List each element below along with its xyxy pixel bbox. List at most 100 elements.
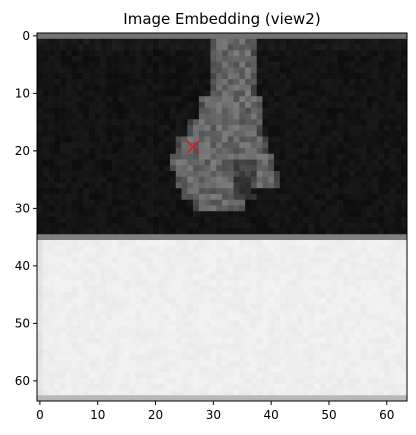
heatmap-cell bbox=[146, 56, 153, 63]
heatmap-cell bbox=[360, 280, 367, 287]
heatmap-cell bbox=[117, 291, 125, 298]
heatmap-cell bbox=[187, 159, 194, 166]
heatmap-cell bbox=[175, 56, 182, 63]
heatmap-cell bbox=[89, 286, 96, 293]
heatmap-cell bbox=[326, 309, 333, 316]
heatmap-cell bbox=[135, 142, 142, 149]
heatmap-cell bbox=[279, 257, 286, 264]
heatmap-cell bbox=[291, 211, 298, 218]
heatmap-cell bbox=[216, 107, 223, 114]
heatmap-cell bbox=[378, 268, 385, 275]
heatmap-cell bbox=[129, 389, 136, 396]
heatmap-cell bbox=[326, 366, 333, 373]
heatmap-cell bbox=[360, 297, 367, 304]
heatmap-cell bbox=[210, 245, 217, 252]
heatmap-cell bbox=[291, 125, 298, 132]
heatmap-cell bbox=[112, 33, 119, 40]
heatmap-cell bbox=[187, 90, 194, 97]
heatmap-cell bbox=[89, 188, 96, 195]
heatmap-cell bbox=[366, 378, 373, 385]
heatmap-cell bbox=[106, 372, 113, 379]
heatmap-cell bbox=[187, 349, 194, 356]
heatmap-cell bbox=[245, 343, 252, 350]
heatmap-cell bbox=[291, 268, 298, 275]
heatmap-cell bbox=[268, 102, 275, 109]
heatmap-cell bbox=[256, 205, 263, 212]
heatmap-cell bbox=[54, 79, 61, 86]
heatmap-cell bbox=[117, 130, 125, 137]
heatmap-cell bbox=[146, 50, 153, 57]
heatmap-cell bbox=[198, 148, 205, 155]
heatmap-cell bbox=[198, 326, 205, 333]
heatmap-cell bbox=[395, 383, 402, 390]
heatmap-cell bbox=[378, 153, 385, 160]
heatmap-cell bbox=[378, 297, 385, 304]
heatmap-cell bbox=[343, 383, 350, 390]
heatmap-cell bbox=[42, 119, 49, 126]
heatmap-cell bbox=[326, 188, 333, 195]
heatmap-cell bbox=[291, 113, 298, 120]
heatmap-cell bbox=[401, 297, 408, 304]
heatmap-cell bbox=[60, 67, 67, 74]
heatmap-cell bbox=[100, 309, 107, 316]
heatmap-cell bbox=[198, 343, 205, 350]
heatmap-cell bbox=[285, 303, 292, 310]
heatmap-cell bbox=[146, 176, 153, 183]
heatmap-cell bbox=[187, 240, 194, 247]
heatmap-cell bbox=[204, 61, 211, 68]
heatmap-cell bbox=[389, 182, 396, 189]
heatmap-cell bbox=[37, 159, 44, 166]
heatmap-cell bbox=[175, 199, 182, 206]
heatmap-cell bbox=[83, 349, 90, 356]
heatmap-cell bbox=[106, 274, 113, 281]
heatmap-cell bbox=[239, 245, 246, 252]
heatmap-cell bbox=[77, 268, 84, 275]
heatmap-cell bbox=[401, 378, 408, 385]
heatmap-cell bbox=[239, 257, 246, 264]
heatmap-cell bbox=[83, 102, 90, 109]
heatmap-cell bbox=[164, 286, 171, 293]
heatmap-cell bbox=[262, 303, 269, 310]
heatmap-cell bbox=[187, 79, 194, 86]
heatmap-cell bbox=[262, 56, 269, 63]
heatmap-cell bbox=[169, 194, 177, 201]
heatmap-cell bbox=[401, 136, 408, 143]
heatmap-cell bbox=[71, 326, 78, 333]
heatmap-cell bbox=[65, 274, 72, 281]
heatmap-cell bbox=[383, 113, 390, 120]
heatmap-cell bbox=[198, 228, 205, 235]
heatmap-cell bbox=[285, 383, 292, 390]
heatmap-cell bbox=[135, 194, 142, 201]
heatmap-cell bbox=[297, 125, 304, 132]
heatmap-cell bbox=[129, 107, 136, 114]
heatmap-cell bbox=[106, 211, 113, 218]
heatmap-cell bbox=[129, 297, 136, 304]
heatmap-cell bbox=[349, 84, 356, 91]
heatmap-cell bbox=[54, 96, 61, 103]
heatmap-cell bbox=[268, 326, 275, 333]
heatmap-cell bbox=[326, 314, 333, 321]
heatmap-cell bbox=[71, 194, 78, 201]
heatmap-cell bbox=[291, 355, 298, 362]
heatmap-cell bbox=[372, 125, 379, 132]
heatmap-cell bbox=[141, 136, 148, 143]
heatmap-cell bbox=[181, 280, 188, 287]
heatmap-cell bbox=[302, 372, 310, 379]
heatmap-cell bbox=[349, 251, 356, 258]
heatmap-cell bbox=[395, 263, 402, 270]
heatmap-cell bbox=[262, 320, 269, 327]
heatmap-cell bbox=[337, 119, 344, 126]
heatmap-cell bbox=[222, 389, 229, 396]
heatmap-cell bbox=[89, 50, 96, 57]
heatmap-cell bbox=[343, 153, 350, 160]
heatmap-cell bbox=[320, 280, 327, 287]
heatmap-cell bbox=[383, 79, 390, 86]
heatmap-cell bbox=[274, 188, 281, 195]
heatmap-cell bbox=[233, 182, 240, 189]
heatmap-cell bbox=[297, 360, 304, 367]
heatmap-cell bbox=[117, 61, 125, 68]
heatmap-cell bbox=[378, 44, 385, 51]
heatmap-cell bbox=[360, 337, 367, 344]
heatmap-cell bbox=[389, 314, 396, 321]
heatmap-cell bbox=[372, 389, 379, 396]
